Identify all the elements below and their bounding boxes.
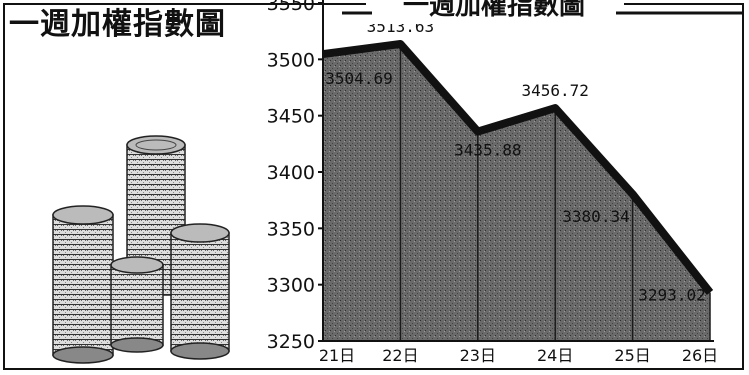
x-tick-label: 21日 xyxy=(319,346,355,365)
y-tick-label: 3350 xyxy=(267,218,315,240)
chart-title: 一週加權指數圖 xyxy=(403,0,585,21)
x-tick-label: 25日 xyxy=(614,346,650,365)
y-tick-label: 3450 xyxy=(267,106,315,128)
y-tick-label: 3400 xyxy=(267,162,315,184)
x-tick-label: 26日 xyxy=(682,346,718,365)
data-label: 3435.88 xyxy=(454,141,521,160)
y-tick-label: 3300 xyxy=(267,275,315,297)
y-tick-label: 3250 xyxy=(267,331,315,353)
y-tick-label: 3550 xyxy=(267,0,315,15)
data-label: 3380.34 xyxy=(562,207,629,226)
data-label: 3456.72 xyxy=(521,81,588,100)
y-tick-label: 3500 xyxy=(267,49,315,71)
data-label: 3293.02 xyxy=(638,286,705,305)
x-tick-label: 24日 xyxy=(537,346,573,365)
x-tick-label: 22日 xyxy=(382,346,418,365)
data-label: 3504.69 xyxy=(325,69,392,88)
x-tick-label: 23日 xyxy=(460,346,496,365)
